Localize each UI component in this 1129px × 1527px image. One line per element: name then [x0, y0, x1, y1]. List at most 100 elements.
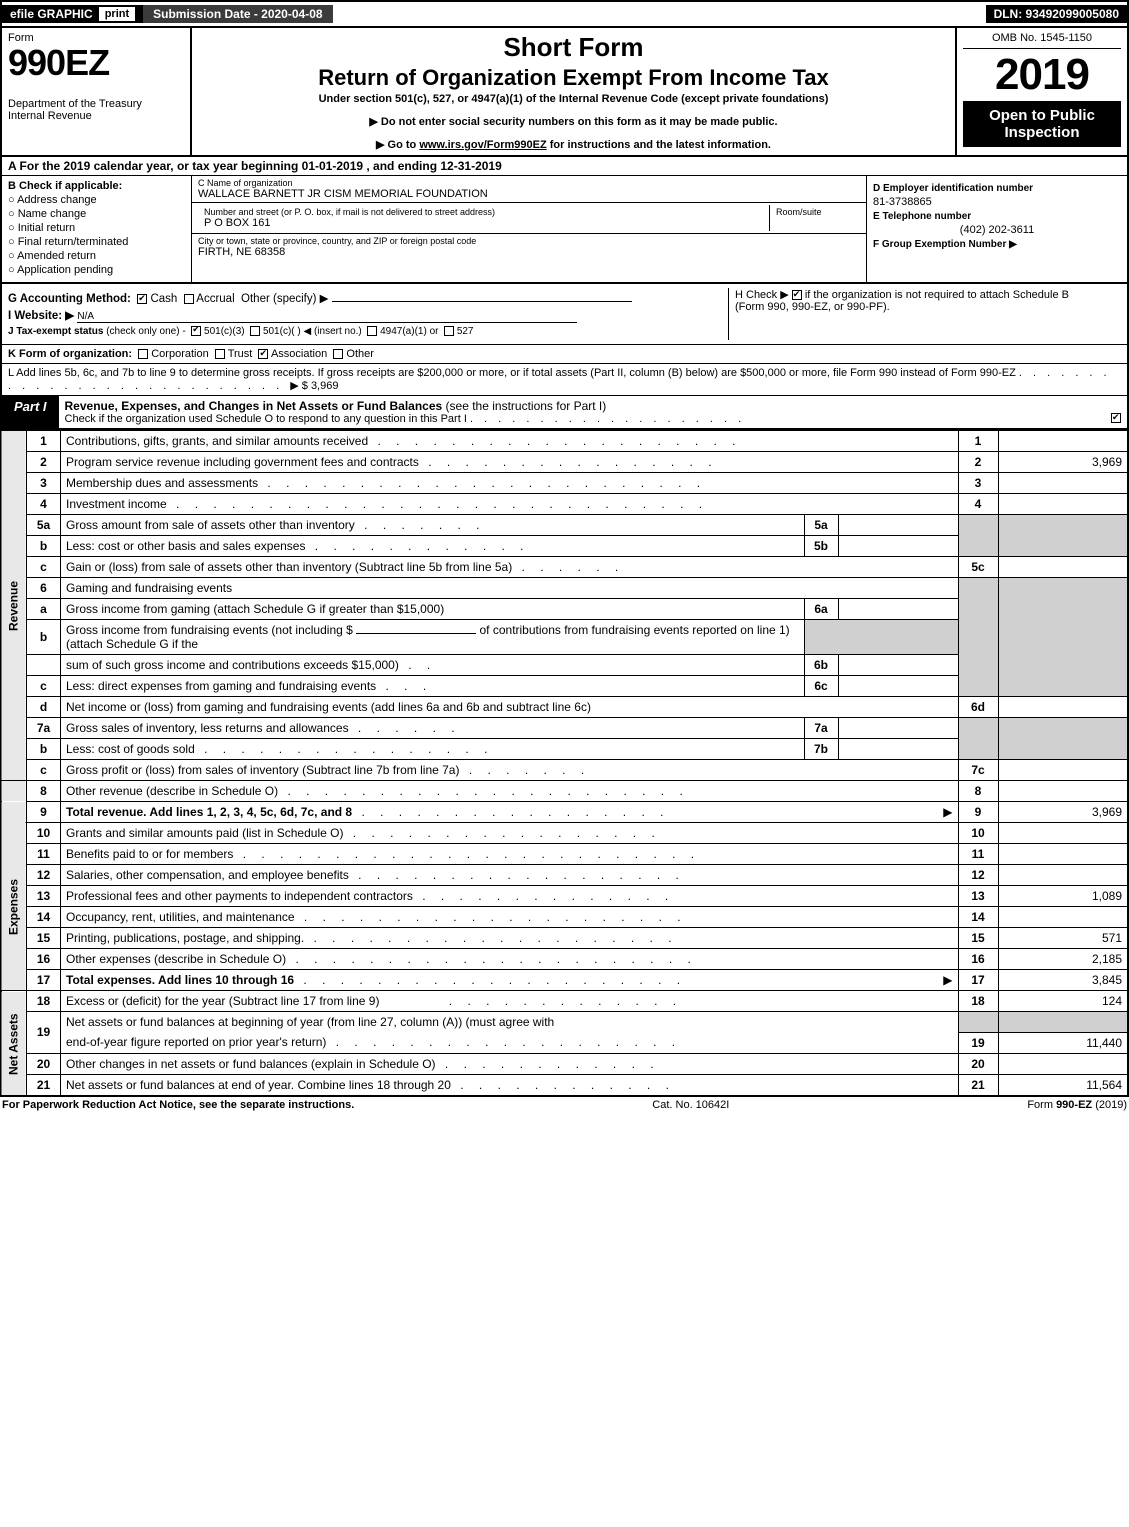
line-box: 5c	[958, 557, 998, 578]
inner-box: 5b	[804, 536, 838, 557]
line-box: 18	[958, 991, 998, 1012]
line-box: 15	[958, 928, 998, 949]
line-amt: 1,089	[998, 886, 1128, 907]
note-1: ▶ Do not enter social security numbers o…	[198, 115, 949, 128]
line-num: 2	[27, 452, 61, 473]
chk-cash[interactable]	[137, 294, 147, 304]
line-num: 13	[27, 886, 61, 907]
H-t3: (Form 990, 990-EZ, or 990-PF).	[735, 301, 890, 313]
table-row: end-of-year figure reported on prior yea…	[1, 1032, 1128, 1053]
table-row: 15 Printing, publications, postage, and …	[1, 928, 1128, 949]
line-num: 1	[27, 431, 61, 452]
line-num: 19	[27, 1012, 61, 1054]
arrow-icon: ▶	[943, 973, 952, 987]
city: FIRTH, NE 68358	[198, 246, 860, 258]
chk-other-org[interactable]	[333, 349, 343, 359]
line-box: 3	[958, 473, 998, 494]
chk-schedule-o[interactable]	[1111, 413, 1121, 423]
line-text: Program service revenue including govern…	[61, 452, 959, 473]
table-row: 6 Gaming and fundraising events	[1, 578, 1128, 599]
chk-accrual[interactable]	[184, 294, 194, 304]
shade	[958, 515, 998, 557]
shade	[998, 1012, 1128, 1033]
chk-H[interactable]	[792, 290, 802, 300]
B-label: B Check if applicable:	[8, 180, 185, 192]
line-text: Less: direct expenses from gaming and fu…	[61, 676, 805, 697]
footer-left: For Paperwork Reduction Act Notice, see …	[2, 1099, 354, 1111]
chk-application-pending[interactable]: Application pending	[8, 264, 185, 276]
line-text: Total revenue. Add lines 1, 2, 3, 4, 5c,…	[61, 802, 959, 823]
col-D: D Employer identification number 81-3738…	[867, 176, 1127, 282]
inner-amt	[838, 676, 958, 697]
G-other-input[interactable]	[332, 301, 632, 302]
table-row: c Gross profit or (loss) from sales of i…	[1, 760, 1128, 781]
part1-title: Revenue, Expenses, and Changes in Net As…	[65, 399, 443, 413]
J-o2: 501(c)( ) ◀ (insert no.)	[263, 326, 362, 337]
website-val: N/A	[77, 311, 577, 323]
line-text: Less: cost of goods sold . . . . . . . .…	[61, 739, 805, 760]
line-box: 2	[958, 452, 998, 473]
line-num: c	[27, 557, 61, 578]
chk-4947[interactable]	[367, 326, 377, 336]
line-num: 8	[27, 781, 61, 802]
page-footer: For Paperwork Reduction Act Notice, see …	[0, 1097, 1129, 1111]
table-row: 2 Program service revenue including gove…	[1, 452, 1128, 473]
line-num: b	[27, 620, 61, 655]
line-text: Professional fees and other payments to …	[61, 886, 959, 907]
line-text: Grants and similar amounts paid (list in…	[61, 823, 959, 844]
table-row: 21 Net assets or fund balances at end of…	[1, 1074, 1128, 1096]
line-amt: 124	[998, 991, 1128, 1012]
part1-tab: Part I	[2, 396, 59, 428]
table-row: 13 Professional fees and other payments …	[1, 886, 1128, 907]
org-name: WALLACE BARNETT JR CISM MEMORIAL FOUNDAT…	[198, 188, 860, 200]
table-row: 16 Other expenses (describe in Schedule …	[1, 949, 1128, 970]
line-amt	[998, 760, 1128, 781]
chk-final-return[interactable]: Final return/terminated	[8, 236, 185, 248]
chk-527[interactable]	[444, 326, 454, 336]
line-amt	[998, 781, 1128, 802]
line-amt	[998, 557, 1128, 578]
line-text: Net income or (loss) from gaming and fun…	[61, 697, 959, 718]
line-num: b	[27, 739, 61, 760]
chk-initial-return[interactable]: Initial return	[8, 222, 185, 234]
chk-501c[interactable]	[250, 326, 260, 336]
part1-sub: Check if the organization used Schedule …	[65, 413, 1121, 425]
table-row: 20 Other changes in net assets or fund b…	[1, 1053, 1128, 1074]
row-A: A For the 2019 calendar year, or tax yea…	[0, 157, 1129, 175]
H-t1: H Check ▶	[735, 289, 792, 301]
line-text: Gross amount from sale of assets other t…	[61, 515, 805, 536]
line-text: Gross income from fundraising events (no…	[61, 620, 805, 655]
street-lbl: Number and street (or P. O. box, if mail…	[204, 207, 763, 217]
line-num: 4	[27, 494, 61, 515]
chk-corp[interactable]	[138, 349, 148, 359]
line-amt	[998, 907, 1128, 928]
line-text: Less: cost or other basis and sales expe…	[61, 536, 805, 557]
chk-address-change[interactable]: Address change	[8, 194, 185, 206]
inner-box: 7b	[804, 739, 838, 760]
chk-501c3[interactable]	[191, 326, 201, 336]
print-button[interactable]: print	[99, 7, 135, 21]
line-box: 20	[958, 1053, 998, 1074]
shade	[804, 620, 958, 638]
contrib-input[interactable]	[356, 633, 476, 634]
line-amt	[998, 1053, 1128, 1074]
irs-link[interactable]: www.irs.gov/Form990EZ	[419, 139, 546, 151]
D-lbl: D Employer identification number	[873, 183, 1033, 194]
line-amt	[998, 431, 1128, 452]
part1-title-paren: (see the instructions for Part I)	[446, 399, 607, 413]
sidetab-revenue: Revenue	[1, 431, 27, 781]
line-box: 7c	[958, 760, 998, 781]
chk-amended-return[interactable]: Amended return	[8, 250, 185, 262]
chk-trust[interactable]	[215, 349, 225, 359]
chk-name-change[interactable]: Name change	[8, 208, 185, 220]
table-row: 14 Occupancy, rent, utilities, and maint…	[1, 907, 1128, 928]
line-text: Other revenue (describe in Schedule O) .…	[61, 781, 959, 802]
line-num: b	[27, 536, 61, 557]
top-bar: efile GRAPHIC print Submission Date - 20…	[0, 0, 1129, 26]
inner-amt	[838, 739, 958, 760]
line-num: c	[27, 760, 61, 781]
inner-amt	[838, 599, 958, 620]
chk-assoc[interactable]	[258, 349, 268, 359]
efile-badge: efile GRAPHIC print	[2, 5, 143, 23]
line-num: 17	[27, 970, 61, 991]
